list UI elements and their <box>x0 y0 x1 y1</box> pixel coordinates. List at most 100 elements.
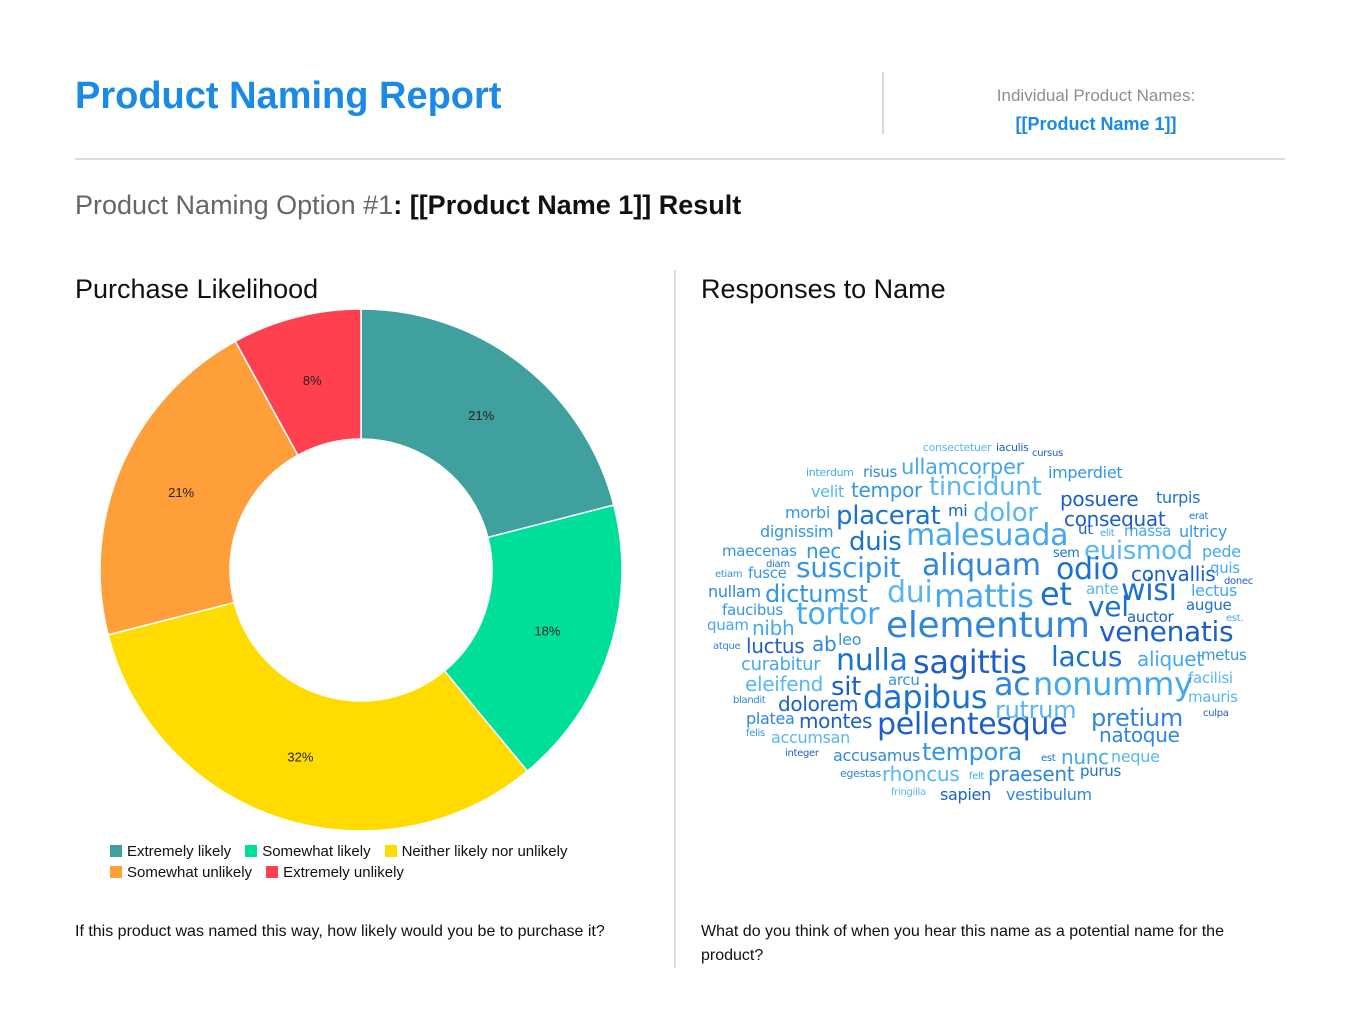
word-cloud-word: ab <box>812 632 837 656</box>
responses-title: Responses to Name <box>701 274 946 304</box>
word-cloud-word: rhoncus <box>882 762 960 786</box>
word-cloud-word: mattis <box>934 577 1034 615</box>
word-cloud-word: iaculis <box>996 441 1029 454</box>
donut-slice-label-1: 18% <box>534 624 560 639</box>
word-cloud-word: etiam <box>715 569 743 580</box>
word-cloud-word: integer <box>785 748 819 759</box>
option-prefix: Product Naming Option #1 <box>75 190 394 220</box>
option-title: Product Naming Option #1: [[Product Name… <box>75 190 741 221</box>
word-cloud-word: lacus <box>1051 640 1123 673</box>
word-cloud-word: rutrum <box>995 696 1077 724</box>
legend-label-0: Extremely likely <box>127 843 232 860</box>
word-cloud-word: nunc <box>1061 745 1109 769</box>
word-cloud-word: luctus <box>746 634 805 658</box>
word-cloud-word: interdum <box>806 466 854 479</box>
word-cloud-word: odio <box>1056 552 1119 587</box>
word-cloud-word: dictumst <box>765 580 868 608</box>
word-cloud-word: elit <box>1100 528 1115 539</box>
word-cloud-word: imperdiet <box>1048 463 1123 482</box>
word-cloud-word: et <box>1040 575 1072 613</box>
product-names-label: Individual Product Names: <box>996 86 1196 105</box>
page-title: Product Naming Report <box>75 75 502 117</box>
donut-slice-3 <box>99 340 299 636</box>
legend-swatch-1 <box>245 845 258 857</box>
chart-legend: Extremely likely Somewhat likely Neither l… <box>110 843 630 885</box>
word-cloud-word: montes <box>799 709 873 733</box>
word-cloud-word: facilisi <box>1188 669 1233 687</box>
word-cloud-word: suscipit <box>796 551 901 584</box>
word-cloud-word: tortor <box>796 597 880 632</box>
word-cloud-word: faucibus <box>722 601 783 619</box>
word-cloud: consectetuer iaculis cursus interdum risus ul… <box>690 420 1290 820</box>
word-cloud-word: augue <box>1186 596 1232 614</box>
legend-item-4: Extremely unlikely <box>266 864 404 881</box>
word-cloud-word: dolor <box>973 498 1038 528</box>
word-cloud-word: ut <box>1078 520 1093 538</box>
word-cloud-word: turpis <box>1156 488 1201 507</box>
legend-item-0: Extremely likely <box>110 843 231 860</box>
word-cloud-word: atque <box>713 641 741 652</box>
word-cloud-word: auctor <box>1127 608 1174 626</box>
word-cloud-word: consequat <box>1064 507 1166 531</box>
word-cloud-word: sem <box>1053 546 1080 561</box>
word-cloud-word: eleifend <box>745 672 824 696</box>
word-cloud-word: euismod <box>1084 536 1193 566</box>
word-cloud-word: pellentesque <box>877 707 1068 742</box>
purchase-likelihood-title: Purchase Likelihood <box>75 274 319 304</box>
word-cloud-word: velit <box>811 482 844 501</box>
header-rule <box>75 158 1285 160</box>
word-cloud-word: erat <box>1189 511 1209 522</box>
word-cloud-word: nullam <box>708 582 761 601</box>
word-cloud-word: mi <box>948 501 968 520</box>
donut-slice-0 <box>360 308 615 539</box>
legend-swatch-3 <box>110 866 122 878</box>
donut-slice-label-0: 21% <box>468 408 494 423</box>
legend-item-1: Somewhat likely <box>245 843 371 860</box>
word-cloud-word: convallis <box>1131 562 1216 586</box>
word-cloud-word: ante <box>1086 580 1119 598</box>
option-separator: : <box>393 190 403 220</box>
word-cloud-word: blandit <box>733 695 766 706</box>
legend-item-2: Neither likely nor unlikely <box>384 843 568 860</box>
word-cloud-word: purus <box>1080 762 1122 780</box>
word-cloud-word: wisi <box>1121 573 1177 608</box>
word-cloud-word: arcu <box>888 671 920 689</box>
word-cloud-word: dui <box>887 575 933 610</box>
legend-label-4: Extremely unlikely <box>283 864 404 881</box>
word-cloud-word: vestibulum <box>1006 785 1092 804</box>
legend-swatch-2 <box>384 845 397 857</box>
word-cloud-word: quis <box>1210 559 1240 577</box>
purchase-question: If this product was named this way, how … <box>75 923 605 940</box>
purchase-likelihood-donut-chart: 21% 18% 32% 21% 8% <box>99 308 623 832</box>
responses-question-line2: product? <box>701 947 764 964</box>
donut-slice-label-4: 8% <box>303 373 322 388</box>
donut-slice-label-3: 21% <box>168 485 194 500</box>
word-cloud-word: sagittis <box>913 643 1027 681</box>
word-cloud-word: elementum <box>886 605 1090 646</box>
word-cloud-word: praesent <box>988 762 1075 786</box>
legend-swatch-4 <box>266 866 279 878</box>
word-cloud-word: culpa <box>1203 708 1229 719</box>
word-cloud-word: quam <box>707 616 749 634</box>
word-cloud-word: accusamus <box>833 746 921 765</box>
word-cloud-word: morbi <box>785 503 831 522</box>
word-cloud-word: leo <box>838 630 862 649</box>
legend-label-2: Neither likely nor unlikely <box>401 843 568 860</box>
word-cloud-word: pretium <box>1091 704 1183 732</box>
word-cloud-word: lectus <box>1191 581 1238 600</box>
word-cloud-word: risus <box>863 463 897 481</box>
word-cloud-word: tempor <box>851 478 922 502</box>
word-cloud-word: ullamcorper <box>901 455 1024 479</box>
word-cloud-word: platea <box>746 709 795 728</box>
legend-swatch-0 <box>110 845 122 857</box>
word-cloud-word: tempora <box>922 738 1022 766</box>
option-name: [[Product Name 1]] Result <box>409 190 742 220</box>
word-cloud-word: pede <box>1202 542 1241 561</box>
word-cloud-word: mauris <box>1188 688 1238 706</box>
word-cloud-word: venenatis <box>1099 615 1234 648</box>
word-cloud-word: duis <box>849 527 902 557</box>
word-cloud-word: egestas <box>840 767 881 780</box>
word-cloud-word: metus <box>1201 646 1247 664</box>
legend-label-3: Somewhat unlikely <box>127 864 253 881</box>
responses-question-line1: What do you think of when you hear this … <box>701 923 1224 940</box>
